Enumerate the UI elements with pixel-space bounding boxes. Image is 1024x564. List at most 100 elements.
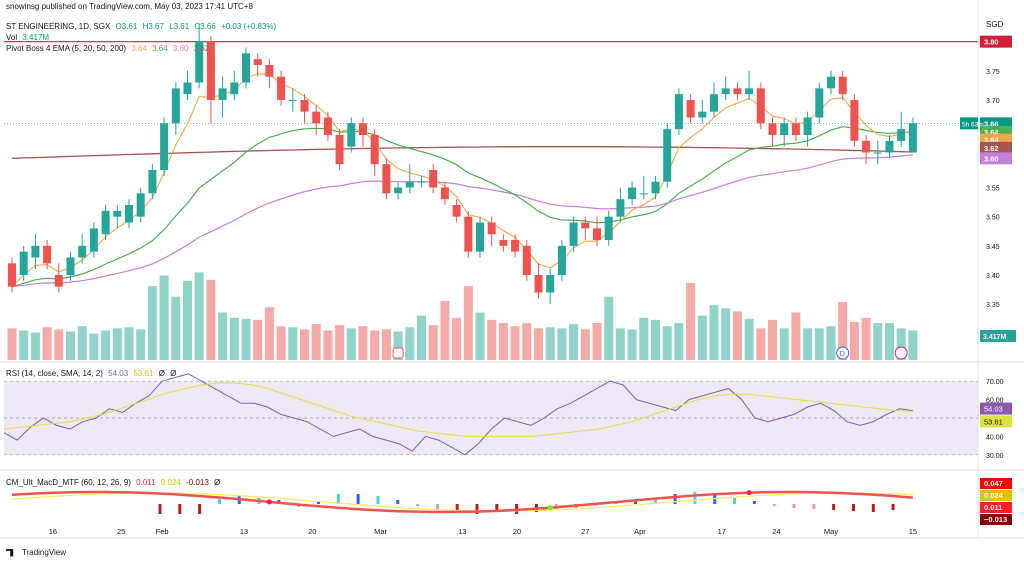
candle-body bbox=[288, 100, 297, 101]
volume-bar bbox=[194, 272, 204, 360]
volume-bar bbox=[849, 322, 859, 360]
macd-hist-bar bbox=[812, 504, 816, 509]
price-label-4: 3.62 bbox=[984, 144, 999, 153]
price-label-0: 3.80 bbox=[984, 38, 999, 47]
candle-body bbox=[850, 100, 859, 141]
candle-body bbox=[8, 263, 16, 287]
volume-bar bbox=[838, 301, 848, 360]
candle-body bbox=[885, 140, 894, 153]
volume-bar bbox=[580, 329, 590, 360]
tradingview-logo-icon bbox=[6, 548, 14, 557]
volume-bar bbox=[662, 326, 672, 360]
macd-hist-bar bbox=[455, 504, 459, 512]
dividend-marker-icon bbox=[836, 346, 850, 360]
candle-body bbox=[277, 76, 286, 100]
macd-hist-bar bbox=[673, 494, 677, 504]
split-marker-icon bbox=[894, 346, 908, 360]
volume-bar bbox=[253, 319, 263, 360]
volume-bar bbox=[534, 328, 543, 360]
volume-bar bbox=[30, 332, 40, 360]
time-tick-2: Feb bbox=[156, 527, 169, 536]
macd-hist-bar bbox=[376, 496, 380, 504]
volume-bar bbox=[218, 312, 228, 360]
candle-body bbox=[616, 199, 625, 217]
volume-bar bbox=[744, 318, 754, 360]
volume-bar bbox=[300, 329, 309, 360]
macd-hist-bar bbox=[733, 498, 737, 504]
rsi-extra-1: Ø bbox=[158, 369, 165, 378]
volume-bar bbox=[721, 308, 731, 360]
macd-label-bg-2 bbox=[980, 502, 1012, 513]
volume-bar bbox=[42, 327, 52, 360]
price-label-3: 3.64 bbox=[984, 136, 999, 145]
macd-line bbox=[11, 490, 913, 514]
symbol-name: ST ENGINEERING, 1D, SGX bbox=[6, 22, 111, 31]
rsi-label-0: 54.03 bbox=[984, 405, 1003, 414]
candle-body bbox=[242, 53, 250, 83]
rsi-tick-4: 30.00 bbox=[986, 453, 1004, 460]
candle-body bbox=[569, 222, 578, 246]
macd-hist-bar bbox=[495, 504, 499, 510]
pivot-ema20-value: 3.64 bbox=[152, 44, 168, 53]
macd-label-2: 0.011 bbox=[984, 503, 1002, 512]
macd-hist-bar bbox=[396, 500, 400, 504]
volume-bar bbox=[19, 330, 29, 360]
candle-body bbox=[160, 123, 169, 170]
candle-body bbox=[183, 82, 192, 95]
macd-label: CM_Ult_MacD_MTF (60, 12, 26, 9) bbox=[6, 478, 131, 487]
volume-bar bbox=[54, 329, 64, 360]
candle-body bbox=[347, 123, 356, 147]
volume-bar bbox=[557, 328, 567, 360]
rsi-label-bg-0 bbox=[980, 402, 1012, 415]
macd-label-0: 0.047 bbox=[984, 479, 1003, 488]
volume-bar bbox=[288, 327, 298, 360]
ohlc-open: O3.61 bbox=[115, 22, 138, 31]
candle-body bbox=[464, 216, 473, 252]
candle-body bbox=[218, 88, 227, 100]
volume-bar bbox=[335, 325, 345, 360]
candle-body bbox=[452, 205, 461, 217]
publisher-line: snowinsg published on TradingView.com, M… bbox=[6, 2, 253, 11]
candle-body bbox=[897, 129, 906, 141]
volume-bar bbox=[124, 327, 134, 360]
volume-bar bbox=[510, 326, 520, 360]
volume-bar bbox=[592, 323, 602, 360]
macd-hist-bar bbox=[336, 494, 340, 504]
macd-label-3: −0.013 bbox=[984, 515, 1007, 524]
volume-bar bbox=[101, 330, 111, 360]
symbol-line: ST ENGINEERING, 1D, SGX O3.61 H3.67 L3.6… bbox=[6, 22, 279, 31]
candle-body bbox=[581, 222, 590, 229]
volume-label-bg bbox=[980, 330, 1016, 342]
ema5-line bbox=[11, 73, 914, 288]
time-tick-0: 16 bbox=[49, 527, 57, 536]
pivot-label: Pivot Boss 4 EMA (5, 20, 50, 200) bbox=[6, 44, 127, 53]
candle-body bbox=[54, 275, 63, 287]
volume-bar bbox=[615, 328, 625, 360]
macd-value-2: 0.024 bbox=[160, 478, 181, 487]
tradingview-logo-text: TradingView bbox=[22, 548, 67, 557]
rsi-tick-0: 70.00 bbox=[986, 379, 1004, 386]
volume-bar bbox=[873, 323, 883, 360]
candle-body bbox=[370, 135, 379, 165]
macd-hist-bar bbox=[614, 503, 618, 504]
candle-body bbox=[546, 275, 555, 293]
macd-hist-bar bbox=[178, 504, 182, 514]
candle-body bbox=[639, 193, 648, 195]
price-tick-1: 3.70 bbox=[986, 98, 1000, 105]
candle-body bbox=[31, 245, 40, 258]
candle-body bbox=[628, 187, 637, 200]
rsi-extra-2: Ø bbox=[170, 369, 177, 378]
macd-hist-bar bbox=[653, 498, 657, 504]
time-tick-8: 27 bbox=[581, 527, 589, 536]
volume-bar bbox=[311, 324, 321, 360]
volume-bar bbox=[358, 326, 368, 360]
volume-bar bbox=[77, 326, 87, 360]
earnings-marker-icon bbox=[392, 347, 404, 359]
macd-cross-dot bbox=[266, 499, 272, 505]
candle-body bbox=[78, 245, 87, 258]
volume-bar bbox=[276, 326, 286, 360]
candle-body bbox=[838, 76, 847, 95]
ema50-line bbox=[11, 154, 913, 288]
candle-body bbox=[101, 210, 110, 235]
